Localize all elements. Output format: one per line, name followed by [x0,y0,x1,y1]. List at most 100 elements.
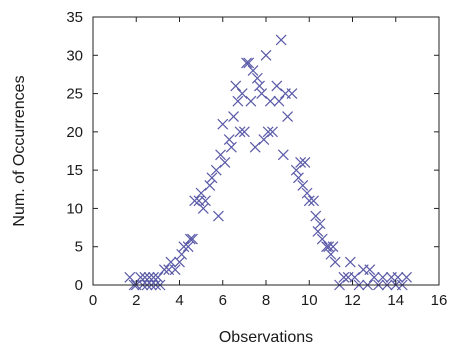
data-point [293,172,304,184]
y-tick-label: 10 [66,200,83,217]
data-point [377,271,389,283]
data-point [174,256,185,268]
data-point [273,95,285,107]
data-point [236,88,248,99]
data-point [297,180,309,191]
data-point [368,271,380,283]
data-point [210,164,222,176]
x-tick-label: 16 [431,292,448,309]
data-point [301,187,313,199]
plot-frame [92,16,440,286]
data-point [364,264,376,276]
x-tick-label: 2 [132,292,140,309]
y-tick-label: 30 [66,47,83,64]
data-point [401,271,412,283]
data-point [329,256,341,268]
data-point [148,271,159,283]
data-point [316,233,328,245]
data-point [295,157,307,168]
x-tick-label: 8 [262,292,270,309]
data-point [245,95,257,107]
x-tick-label: 12 [344,292,361,309]
data-point [308,195,319,207]
data-point [238,126,250,138]
data-point [249,141,261,153]
data-point [217,118,229,130]
data-point [232,95,244,107]
data-point [182,241,194,253]
data-point [204,180,216,191]
data-point [262,126,274,138]
data-point [267,126,278,138]
x-axis-ticks: 0 2 4 6 8 10 12 14 16 [89,17,448,309]
data-point [303,195,315,207]
y-axis-ticks: 0 5 10 15 20 25 30 35 [66,9,439,294]
data-point [344,256,356,268]
y-tick-label: 0 [75,277,83,294]
data-point [258,134,270,145]
data-point [271,80,283,92]
x-tick-label: 14 [387,292,404,309]
x-tick-label: 6 [219,292,227,309]
x-tick-label: 4 [175,292,183,309]
data-point [310,210,322,222]
y-tick-label: 25 [66,86,83,103]
data-point [286,88,298,99]
data-point [143,271,155,283]
data-point [323,241,335,253]
data-point [325,248,337,260]
data-point [327,241,339,253]
data-point [223,134,235,145]
data-point [256,88,268,99]
data-point [219,157,231,168]
y-axis-title: Num. of Occurrences [11,75,28,226]
data-point [195,187,207,199]
x-tick-label: 10 [301,292,318,309]
y-tick-label: 15 [66,162,83,179]
data-point [349,271,361,283]
y-tick-label: 20 [66,124,83,141]
data-point [241,57,252,69]
data-point [254,80,265,92]
data-point [197,203,209,214]
x-tick-label: 0 [89,292,97,309]
data-point [230,80,242,92]
data-point [277,149,289,161]
data-point [290,164,302,176]
data-point [299,157,311,168]
data-point [176,248,188,260]
data-markers [124,34,412,291]
data-point [234,126,246,138]
data-point [152,271,164,283]
data-point [184,233,196,245]
data-point [338,271,350,283]
data-point [275,34,287,46]
data-point [169,264,181,276]
y-tick-label: 5 [75,239,83,256]
data-point [124,271,136,283]
data-point [225,141,237,153]
data-point [135,271,146,283]
data-point [139,271,151,283]
data-point [165,256,177,268]
data-point [251,72,263,84]
x-axis-title: Observations [219,329,313,346]
data-point [228,111,239,122]
data-point [314,218,326,230]
data-point [260,49,272,61]
data-point [247,65,259,77]
data-point [158,264,170,276]
data-point [213,210,224,222]
data-point [178,241,190,253]
data-point [206,172,218,184]
data-point [187,233,198,245]
data-point [392,271,404,283]
data-point [282,111,294,122]
data-point [200,195,211,207]
data-point [264,95,276,107]
data-point [189,195,201,207]
data-point [312,225,324,237]
data-point [215,149,227,161]
